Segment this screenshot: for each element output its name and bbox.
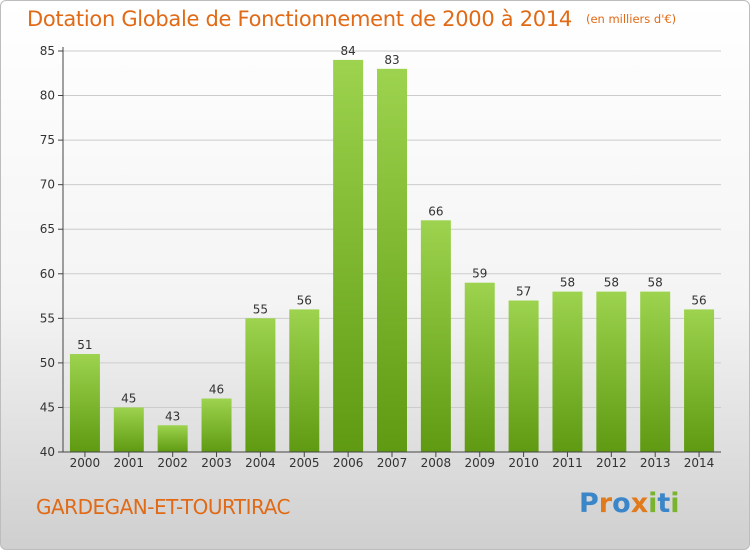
- bar-value-label: 83: [384, 53, 399, 67]
- x-tick-label: 2002: [157, 456, 188, 470]
- bar-value-label: 46: [209, 383, 224, 397]
- proxiti-logo[interactable]: Proxiti: [579, 488, 680, 519]
- x-tick-label: 2008: [421, 456, 452, 470]
- bar: [333, 59, 364, 453]
- bar-value-label: 57: [516, 285, 531, 299]
- bar-value-label: 66: [428, 204, 443, 218]
- x-tick-label: 2007: [377, 456, 408, 470]
- bar: [420, 220, 451, 452]
- y-tick-label: 40: [40, 445, 55, 459]
- bar-value-label: 58: [560, 276, 575, 290]
- title-row: Dotation Globale de Fonctionnement de 20…: [27, 7, 676, 31]
- bar: [508, 300, 539, 452]
- chart-subtitle: (en milliers d'€): [585, 12, 677, 26]
- y-tick-label: 70: [40, 178, 55, 192]
- y-tick-label: 85: [40, 44, 55, 58]
- x-tick-label: 2009: [464, 456, 495, 470]
- x-tick-label: 2003: [201, 456, 232, 470]
- x-tick-label: 2005: [289, 456, 320, 470]
- logo-letter: i: [670, 488, 680, 519]
- axes: 40 45 50 55 60 65 70 75 80 85 2000 2001 2002 2003 2004…: [40, 44, 721, 470]
- x-tick-label: 2000: [70, 456, 101, 470]
- y-tick-label: 55: [40, 311, 55, 325]
- bar: [377, 68, 407, 453]
- x-tick-label: 2013: [640, 456, 671, 470]
- x-tick-label: 2011: [552, 456, 583, 470]
- logo-letter: i: [648, 488, 658, 519]
- logo-letter: x: [630, 488, 649, 519]
- bar-value-label: 59: [472, 267, 487, 281]
- bar-value-label: 43: [165, 409, 180, 423]
- x-tick-label: 2012: [596, 456, 627, 470]
- bar: [289, 309, 320, 452]
- y-tick-label: 60: [40, 267, 55, 281]
- x-tick-label: 2001: [114, 456, 145, 470]
- logo-letter: r: [598, 488, 613, 519]
- bar: [69, 353, 100, 452]
- bar-value-label: 45: [121, 391, 136, 405]
- bar: [201, 398, 232, 452]
- bar-value-label: 56: [691, 293, 706, 307]
- bar: [552, 291, 583, 452]
- bar-value-label: 58: [648, 276, 663, 290]
- y-tick-label: 80: [40, 89, 55, 103]
- bar: [157, 425, 188, 452]
- chart-title: Dotation Globale de Fonctionnement de 20…: [27, 7, 572, 31]
- bar: [245, 318, 276, 452]
- logo-letter: t: [657, 488, 671, 519]
- bar: [464, 282, 495, 452]
- bar: [113, 407, 144, 452]
- bar-value-label: 58: [604, 276, 619, 290]
- x-tick-label: 2014: [684, 456, 715, 470]
- y-tick-label: 65: [40, 222, 55, 236]
- y-tick-label: 45: [40, 400, 55, 414]
- bar: [684, 309, 715, 452]
- commune-name: GARDEGAN-ET-TOURTIRAC: [36, 495, 290, 519]
- logo-letter: o: [612, 488, 631, 519]
- y-tick-label: 75: [40, 133, 55, 147]
- bar-value-label: 51: [77, 338, 92, 352]
- logo-letter: P: [579, 488, 599, 519]
- bar-value-label: 84: [340, 44, 355, 58]
- bar-value-label: 55: [253, 302, 268, 316]
- bar: [640, 291, 671, 452]
- bars: 51 45 43 46 55 56 84 83 66 59 57 58 58 58 56: [69, 44, 715, 453]
- bar-value-label: 56: [297, 293, 312, 307]
- bar: [596, 291, 627, 452]
- x-tick-label: 2004: [245, 456, 276, 470]
- y-tick-label: 50: [40, 356, 55, 370]
- x-tick-label: 2006: [333, 456, 364, 470]
- x-tick-label: 2010: [508, 456, 539, 470]
